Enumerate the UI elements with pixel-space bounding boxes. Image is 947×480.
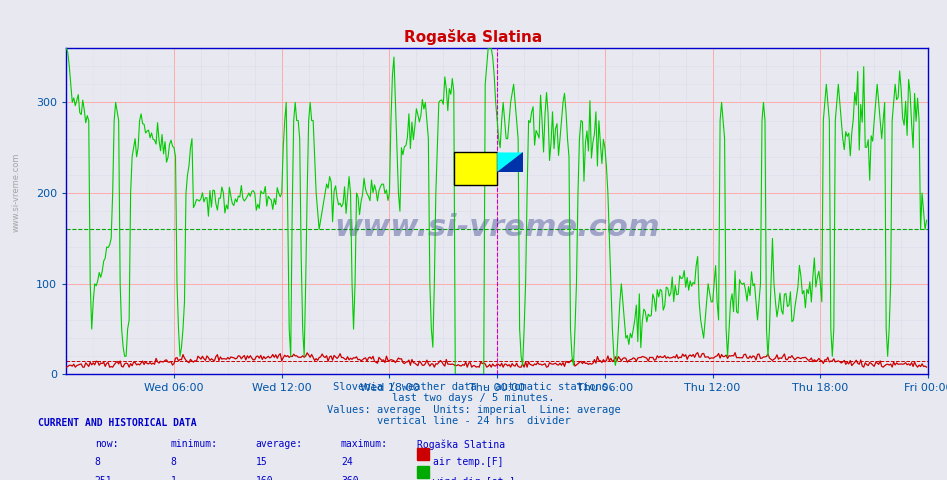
FancyBboxPatch shape [455,153,497,185]
Text: CURRENT AND HISTORICAL DATA: CURRENT AND HISTORICAL DATA [38,418,197,428]
Polygon shape [497,153,523,172]
Text: Rogaška Slatina: Rogaška Slatina [417,439,505,450]
Text: 8: 8 [95,457,100,468]
Text: 1: 1 [170,476,176,480]
Text: 24: 24 [341,457,352,468]
Text: air temp.[F]: air temp.[F] [433,457,503,468]
Text: Slovenia / weather data - automatic stations.
last two days / 5 minutes.
Values:: Slovenia / weather data - automatic stat… [327,382,620,426]
Text: 251: 251 [95,476,113,480]
Text: minimum:: minimum: [170,439,218,449]
Text: www.si-vreme.com: www.si-vreme.com [334,213,660,242]
Polygon shape [497,153,523,172]
Text: average:: average: [256,439,303,449]
Text: maximum:: maximum: [341,439,388,449]
Text: 8: 8 [170,457,176,468]
Text: 15: 15 [256,457,267,468]
Text: Rogaška Slatina: Rogaška Slatina [404,29,543,45]
Text: wind dir.[st.]: wind dir.[st.] [433,476,515,480]
Text: 160: 160 [256,476,274,480]
Text: www.si-vreme.com: www.si-vreme.com [11,152,21,232]
Text: now:: now: [95,439,118,449]
Text: 360: 360 [341,476,359,480]
